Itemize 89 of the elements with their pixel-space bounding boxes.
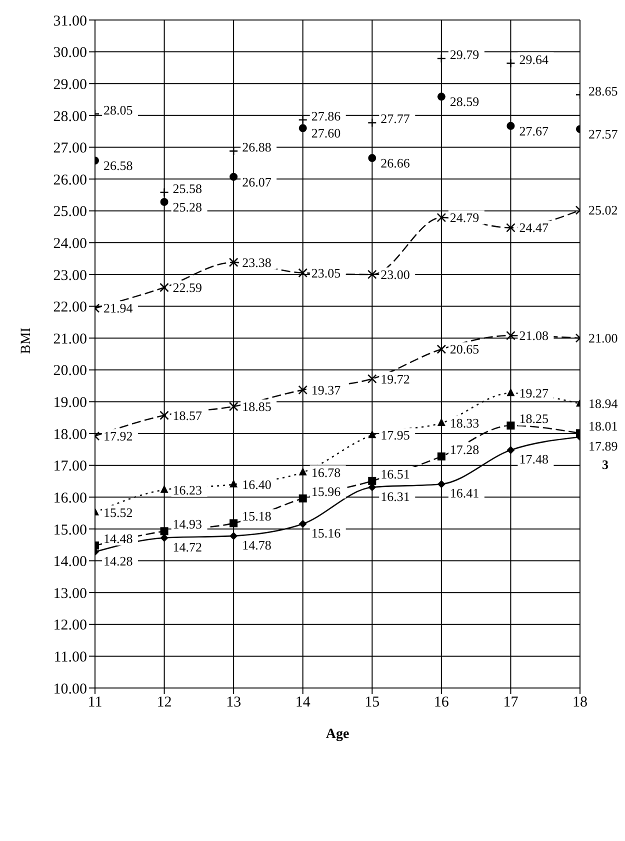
data-label: 21.00	[588, 330, 618, 346]
data-label: 16.23	[172, 482, 202, 498]
y-axis-title: BMI	[18, 327, 34, 354]
x-tick-label: 16	[434, 694, 450, 711]
data-label: 14.78	[242, 537, 272, 552]
y-tick-label: 23.00	[53, 268, 87, 284]
y-tick-label: 20.00	[53, 363, 87, 380]
data-label: 28.05	[104, 102, 133, 118]
data-label: 17.89	[588, 438, 618, 454]
data-label: 16.41	[450, 486, 480, 501]
data-label: 25.58	[172, 180, 202, 196]
data-label: 26.58	[104, 158, 133, 174]
data-label: 25.28	[172, 199, 202, 214]
x-axis-title: Age	[326, 727, 350, 742]
y-tick-label: 24.00	[53, 236, 87, 252]
y-tick-label: 26.00	[53, 172, 87, 188]
data-label: 22.59	[172, 280, 202, 296]
data-label: 14.28	[104, 553, 133, 568]
y-tick-label: 25.00	[53, 204, 87, 220]
data-label: 16.40	[242, 476, 272, 492]
data-label: 27.60	[311, 126, 341, 141]
data-label: 18.57	[172, 408, 203, 423]
x-tick-label: 15	[364, 694, 380, 711]
y-tick-label: 17.00	[53, 458, 87, 475]
data-label: 15.16	[311, 525, 342, 540]
x-tick-label: 18	[572, 694, 588, 711]
y-tick-label: 11.00	[54, 650, 87, 666]
data-label: 20.65	[450, 342, 480, 357]
data-label: 29.64	[519, 52, 549, 67]
y-tick-label: 10.00	[53, 681, 87, 698]
data-label: 27.77	[380, 111, 410, 126]
y-tick-label: 15.00	[53, 522, 87, 538]
data-label: 21.94	[104, 300, 134, 316]
data-label: 19.37	[311, 382, 342, 398]
data-label: 19.72	[380, 371, 410, 386]
data-label: 14.72	[172, 539, 202, 554]
y-tick-label: 27.00	[53, 140, 87, 157]
y-tick-label: 16.00	[53, 490, 87, 506]
data-label: 26.07	[242, 174, 272, 190]
annotation: 3	[602, 457, 609, 472]
y-tick-label: 19.00	[53, 395, 87, 412]
data-label: 19.27	[519, 386, 549, 401]
y-tick-label: 12.00	[53, 618, 87, 634]
data-label: 15.18	[242, 508, 272, 524]
data-label: 24.47	[519, 220, 549, 236]
data-label: 18.33	[450, 416, 480, 431]
data-label: 26.88	[242, 140, 272, 155]
data-label: 24.79	[450, 210, 480, 226]
y-tick-label: 13.00	[53, 586, 87, 602]
data-label: 15.52	[104, 504, 133, 520]
x-tick-label: 12	[156, 694, 172, 711]
x-tick-label: 13	[226, 694, 242, 711]
data-label: 23.05	[311, 265, 341, 280]
y-tick-label: 28.00	[53, 108, 87, 125]
y-tick-label: 31.00	[53, 13, 87, 30]
data-label: 15.96	[311, 484, 342, 499]
y-tick-label: 18.00	[53, 426, 87, 443]
data-label: 14.48	[104, 530, 133, 546]
data-label: 29.79	[450, 46, 480, 62]
y-tick-label: 14.00	[53, 554, 87, 570]
data-label: 14.93	[172, 516, 202, 532]
data-label: 17.95	[380, 428, 410, 443]
x-tick-label: 14	[295, 694, 311, 711]
data-label: 17.28	[450, 442, 480, 457]
data-label: 18.25	[519, 411, 548, 426]
y-tick-label: 22.00	[53, 300, 87, 316]
data-label: 18.85	[242, 398, 272, 414]
data-label: 16.78	[311, 464, 341, 480]
data-label: 16.51	[380, 466, 410, 482]
data-label: 25.02	[588, 202, 618, 218]
data-label: 28.65	[588, 83, 618, 98]
data-label: 23.00	[380, 266, 410, 282]
x-tick-label: 11	[88, 694, 102, 711]
data-label: 18.01	[588, 418, 618, 434]
data-label: 16.31	[380, 488, 410, 504]
data-label: 21.08	[519, 328, 548, 344]
data-label: 27.86	[311, 108, 342, 124]
data-label: 17.48	[519, 452, 548, 467]
data-label: 23.38	[242, 254, 272, 270]
data-label: 17.92	[104, 428, 133, 444]
y-tick-label: 21.00	[53, 331, 87, 348]
data-label: 18.94	[588, 396, 618, 412]
data-label: 27.67	[519, 123, 549, 138]
x-tick-label: 17	[503, 694, 519, 711]
y-tick-label: 30.00	[53, 45, 87, 62]
y-tick-label: 29.00	[53, 76, 87, 93]
data-label: 27.57	[588, 126, 618, 142]
data-label: 28.59	[450, 94, 480, 110]
data-label: 26.66	[380, 156, 410, 171]
